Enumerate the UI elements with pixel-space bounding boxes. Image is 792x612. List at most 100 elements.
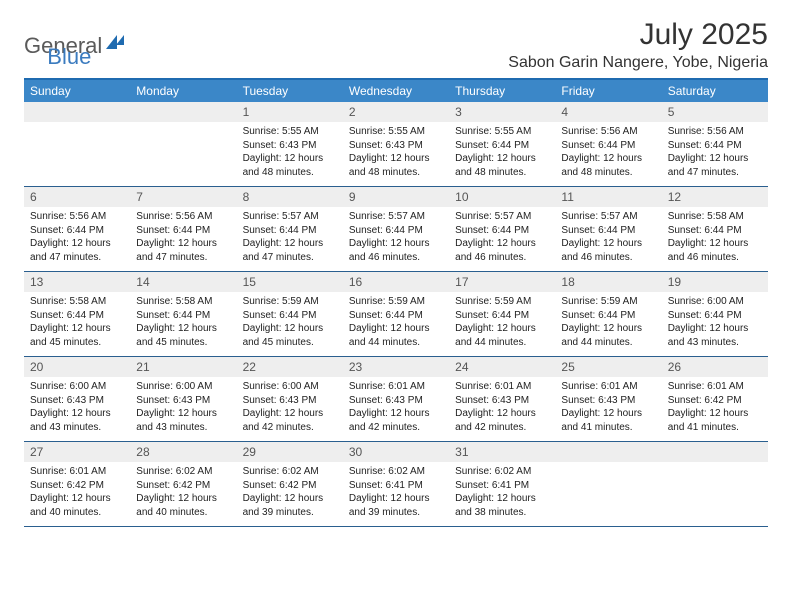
cell-day-number: 28 (130, 442, 236, 462)
daylight-text: Daylight: 12 hours and 47 minutes. (30, 237, 124, 264)
cell-body: Sunrise: 5:56 AMSunset: 6:44 PMDaylight:… (662, 122, 768, 183)
sunrise-text: Sunrise: 5:59 AM (349, 295, 443, 309)
sunrise-text: Sunrise: 5:56 AM (30, 210, 124, 224)
cell-day-number: 11 (555, 187, 661, 207)
sunset-text: Sunset: 6:41 PM (455, 479, 549, 493)
title-block: July 2025 Sabon Garin Nangere, Yobe, Nig… (508, 18, 768, 72)
calendar-cell: 20Sunrise: 6:00 AMSunset: 6:43 PMDayligh… (24, 357, 130, 441)
day-header-cell: Saturday (662, 80, 768, 102)
day-header-cell: Sunday (24, 80, 130, 102)
week-row: 20Sunrise: 6:00 AMSunset: 6:43 PMDayligh… (24, 357, 768, 442)
daylight-text: Daylight: 12 hours and 41 minutes. (561, 407, 655, 434)
day-header-cell: Tuesday (237, 80, 343, 102)
sunrise-text: Sunrise: 5:56 AM (561, 125, 655, 139)
daylight-text: Daylight: 12 hours and 45 minutes. (30, 322, 124, 349)
calendar-cell: 19Sunrise: 6:00 AMSunset: 6:44 PMDayligh… (662, 272, 768, 356)
daylight-text: Daylight: 12 hours and 46 minutes. (349, 237, 443, 264)
calendar-cell: 30Sunrise: 6:02 AMSunset: 6:41 PMDayligh… (343, 442, 449, 526)
sunrise-text: Sunrise: 6:00 AM (30, 380, 124, 394)
week-row: 27Sunrise: 6:01 AMSunset: 6:42 PMDayligh… (24, 442, 768, 527)
daylight-text: Daylight: 12 hours and 48 minutes. (455, 152, 549, 179)
calendar-cell: 29Sunrise: 6:02 AMSunset: 6:42 PMDayligh… (237, 442, 343, 526)
cell-day-number: 3 (449, 102, 555, 122)
calendar-cell: 13Sunrise: 5:58 AMSunset: 6:44 PMDayligh… (24, 272, 130, 356)
week-row: 6Sunrise: 5:56 AMSunset: 6:44 PMDaylight… (24, 187, 768, 272)
sunset-text: Sunset: 6:44 PM (30, 309, 124, 323)
sunset-text: Sunset: 6:41 PM (349, 479, 443, 493)
cell-body: Sunrise: 5:56 AMSunset: 6:44 PMDaylight:… (555, 122, 661, 183)
calendar-cell: 1Sunrise: 5:55 AMSunset: 6:43 PMDaylight… (237, 102, 343, 186)
cell-body: Sunrise: 5:55 AMSunset: 6:43 PMDaylight:… (237, 122, 343, 183)
sunrise-text: Sunrise: 5:58 AM (30, 295, 124, 309)
cell-body: Sunrise: 6:00 AMSunset: 6:43 PMDaylight:… (237, 377, 343, 438)
daylight-text: Daylight: 12 hours and 48 minutes. (349, 152, 443, 179)
sunset-text: Sunset: 6:43 PM (561, 394, 655, 408)
cell-body: Sunrise: 6:02 AMSunset: 6:42 PMDaylight:… (130, 462, 236, 523)
calendar-cell: 3Sunrise: 5:55 AMSunset: 6:44 PMDaylight… (449, 102, 555, 186)
sunset-text: Sunset: 6:43 PM (243, 139, 337, 153)
cell-day-number: 12 (662, 187, 768, 207)
cell-day-number: 15 (237, 272, 343, 292)
sunset-text: Sunset: 6:44 PM (561, 139, 655, 153)
calendar-cell: 10Sunrise: 5:57 AMSunset: 6:44 PMDayligh… (449, 187, 555, 271)
cell-day-number: 9 (343, 187, 449, 207)
week-row: 1Sunrise: 5:55 AMSunset: 6:43 PMDaylight… (24, 102, 768, 187)
daylight-text: Daylight: 12 hours and 47 minutes. (668, 152, 762, 179)
cell-day-number: 31 (449, 442, 555, 462)
sunset-text: Sunset: 6:44 PM (561, 224, 655, 238)
cell-day-number: 6 (24, 187, 130, 207)
calendar-cell: 21Sunrise: 6:00 AMSunset: 6:43 PMDayligh… (130, 357, 236, 441)
cell-body: Sunrise: 5:55 AMSunset: 6:43 PMDaylight:… (343, 122, 449, 183)
sunrise-text: Sunrise: 6:02 AM (455, 465, 549, 479)
daylight-text: Daylight: 12 hours and 45 minutes. (136, 322, 230, 349)
logo-text-blue: Blue (47, 44, 91, 70)
cell-body: Sunrise: 5:59 AMSunset: 6:44 PMDaylight:… (449, 292, 555, 353)
sunrise-text: Sunrise: 6:01 AM (561, 380, 655, 394)
calendar-cell (24, 102, 130, 186)
sunrise-text: Sunrise: 6:02 AM (349, 465, 443, 479)
cell-day-number: 5 (662, 102, 768, 122)
cell-body: Sunrise: 5:57 AMSunset: 6:44 PMDaylight:… (237, 207, 343, 268)
calendar-cell: 17Sunrise: 5:59 AMSunset: 6:44 PMDayligh… (449, 272, 555, 356)
calendar-cell: 14Sunrise: 5:58 AMSunset: 6:44 PMDayligh… (130, 272, 236, 356)
cell-body: Sunrise: 6:01 AMSunset: 6:42 PMDaylight:… (662, 377, 768, 438)
sunset-text: Sunset: 6:43 PM (30, 394, 124, 408)
sunrise-text: Sunrise: 6:00 AM (136, 380, 230, 394)
location: Sabon Garin Nangere, Yobe, Nigeria (508, 54, 768, 72)
sunset-text: Sunset: 6:44 PM (243, 309, 337, 323)
cell-day-number: 23 (343, 357, 449, 377)
cell-body: Sunrise: 5:58 AMSunset: 6:44 PMDaylight:… (130, 292, 236, 353)
calendar-cell: 2Sunrise: 5:55 AMSunset: 6:43 PMDaylight… (343, 102, 449, 186)
sunset-text: Sunset: 6:42 PM (30, 479, 124, 493)
cell-day-number: 17 (449, 272, 555, 292)
cell-body: Sunrise: 6:02 AMSunset: 6:41 PMDaylight:… (449, 462, 555, 523)
cell-day-number: 1 (237, 102, 343, 122)
cell-day-number: 2 (343, 102, 449, 122)
cell-day-number: 30 (343, 442, 449, 462)
cell-day-number: 10 (449, 187, 555, 207)
calendar-cell: 25 Sunrise: 6:01 AMSunset: 6:43 PMDayligh… (555, 357, 661, 441)
cell-day-number (555, 442, 661, 462)
sunrise-text: Sunrise: 6:02 AM (243, 465, 337, 479)
day-header-cell: Wednesday (343, 80, 449, 102)
daylight-text: Daylight: 12 hours and 48 minutes. (561, 152, 655, 179)
cell-day-number: 25 (555, 357, 661, 377)
day-header-cell: Thursday (449, 80, 555, 102)
sunrise-text: Sunrise: 5:57 AM (561, 210, 655, 224)
daylight-text: Daylight: 12 hours and 46 minutes. (668, 237, 762, 264)
cell-body: Sunrise: 5:57 AMSunset: 6:44 PMDaylight:… (343, 207, 449, 268)
daylight-text: Daylight: 12 hours and 42 minutes. (455, 407, 549, 434)
cell-body: Sunrise: 5:59 AMSunset: 6:44 PMDaylight:… (555, 292, 661, 353)
daylight-text: Daylight: 12 hours and 48 minutes. (243, 152, 337, 179)
calendar-cell: 7Sunrise: 5:56 AMSunset: 6:44 PMDaylight… (130, 187, 236, 271)
cell-body: Sunrise: 5:56 AMSunset: 6:44 PMDaylight:… (24, 207, 130, 268)
daylight-text: Daylight: 12 hours and 39 minutes. (243, 492, 337, 519)
daylight-text: Daylight: 12 hours and 46 minutes. (455, 237, 549, 264)
sunset-text: Sunset: 6:42 PM (136, 479, 230, 493)
sunrise-text: Sunrise: 6:01 AM (30, 465, 124, 479)
daylight-text: Daylight: 12 hours and 46 minutes. (561, 237, 655, 264)
cell-day-number: 20 (24, 357, 130, 377)
cell-day-number: 8 (237, 187, 343, 207)
daylight-text: Daylight: 12 hours and 43 minutes. (668, 322, 762, 349)
cell-body: Sunrise: 6:01 AMSunset: 6:43 PMDaylight:… (449, 377, 555, 438)
